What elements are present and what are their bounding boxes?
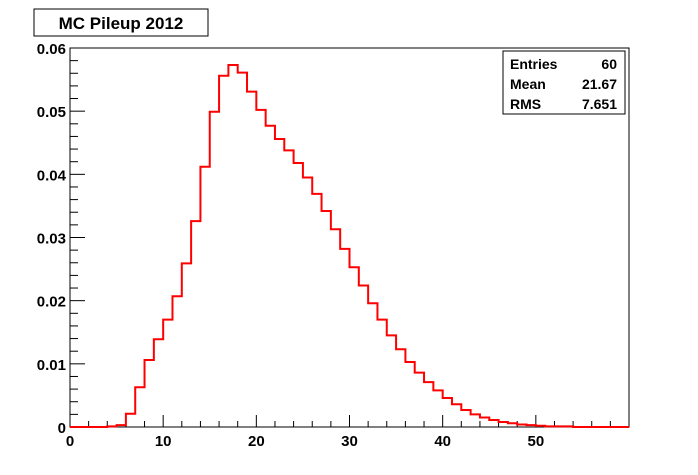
stats-mean-label: Mean <box>510 76 546 92</box>
x-tick-label: 50 <box>527 433 544 450</box>
axis-ticks <box>69 47 630 428</box>
chart-title: MC Pileup 2012 <box>59 14 184 33</box>
x-tick-label: 20 <box>248 433 265 450</box>
stats-mean-value: 21.67 <box>582 76 617 92</box>
y-tick-label: 0 <box>58 420 66 437</box>
histogram-line <box>70 64 629 428</box>
stats-entries-label: Entries <box>510 56 558 72</box>
axis-tick-labels: 0 10 20 30 40 50 0 0.01 0.02 0.03 0.04 0.05 0.06 <box>37 41 544 450</box>
y-tick-label: 0.01 <box>37 357 66 374</box>
stats-rms-label: RMS <box>510 96 541 112</box>
y-tick-label: 0.02 <box>37 294 66 311</box>
x-tick-label: 30 <box>341 433 358 450</box>
x-tick-label: 40 <box>434 433 451 450</box>
x-tick-label: 0 <box>66 433 74 450</box>
y-tick-label: 0.06 <box>37 41 66 58</box>
x-tick-label: 10 <box>155 433 172 450</box>
stats-entries-value: 60 <box>601 56 617 72</box>
chart-title-box: MC Pileup 2012 <box>33 8 209 37</box>
y-tick-label: 0.04 <box>37 167 67 184</box>
y-tick-label: 0.05 <box>37 104 66 121</box>
stats-rms-value: 7.651 <box>582 96 617 112</box>
stats-box: Entries 60 Mean 21.67 RMS 7.651 <box>502 50 626 115</box>
y-tick-label: 0.03 <box>37 231 66 248</box>
